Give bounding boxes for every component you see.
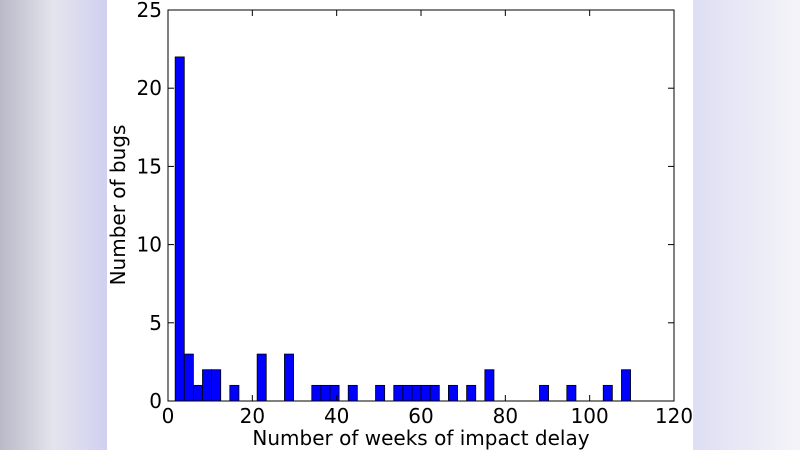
bar [402,384,413,402]
bar [484,369,495,402]
y-tick-label: 10 [137,233,162,257]
bar [229,384,240,402]
x-tick-label: 20 [240,404,265,428]
bar [375,384,386,402]
x-tick-label: 40 [324,404,349,428]
bar [311,384,322,402]
x-tick-label: 60 [408,404,433,428]
bar [393,384,404,402]
x-tick-label: 120 [655,404,693,428]
bar [602,384,613,402]
plot: 0 20 40 60 80 100 120 0 5 10 15 20 25 [137,0,694,428]
bar [429,384,440,402]
figure [107,0,693,450]
bar [448,384,458,402]
y-tick-label: 20 [137,76,162,100]
x-axis-label: Number of weeks of impact delay [252,426,589,450]
y-tick-label: 0 [149,389,162,413]
bar [174,56,185,402]
bar [411,384,422,402]
x-tick-label: 100 [571,404,609,428]
y-tick-label: 15 [137,154,162,178]
bar [284,353,294,402]
bar [192,384,203,402]
background-right [693,0,800,450]
y-tick-label: 25 [137,0,162,22]
bar [566,384,577,402]
bar [183,353,194,402]
y-axis-label: Number of bugs [106,125,130,286]
bar [329,384,340,402]
y-tick-label: 5 [149,311,162,335]
axes-frame [167,9,675,402]
bar [621,369,631,402]
x-tick-label: 0 [162,404,175,428]
bar [211,369,222,402]
bar [202,369,213,402]
bar [347,384,358,402]
bar [256,353,267,402]
x-tick-label: 80 [493,404,518,428]
background-left [0,0,107,450]
bar [539,384,549,402]
bar [466,384,477,402]
bar [420,384,431,402]
bar [320,384,331,402]
